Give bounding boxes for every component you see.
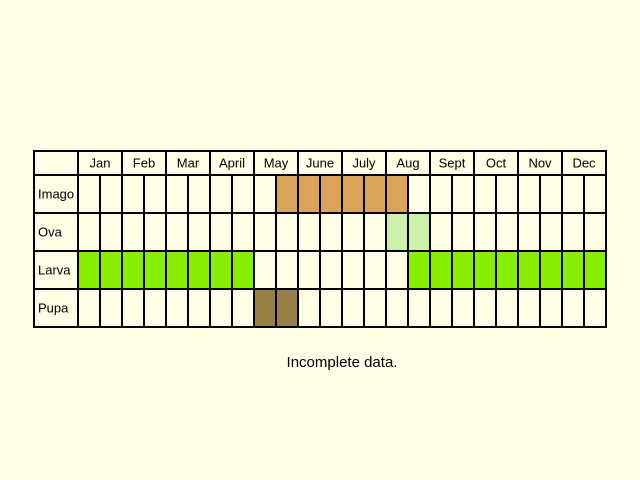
stage-cell-ova (408, 213, 430, 251)
month-label: June (306, 156, 334, 171)
stage-cell-imago (276, 175, 298, 213)
stage-cell-larva (474, 251, 496, 289)
stage-cell-larva (562, 251, 584, 289)
month-label: Sept (439, 156, 466, 171)
stage-cell-larva (100, 251, 122, 289)
stage-label: Larva (38, 263, 71, 278)
month-label: Dec (572, 156, 596, 171)
stage-label: Ova (38, 225, 63, 240)
stage-cell-larva (496, 251, 518, 289)
stage-cell-larva (452, 251, 474, 289)
stage-cell-imago (342, 175, 364, 213)
month-label: Nov (528, 156, 552, 171)
stage-cell-larva (518, 251, 540, 289)
month-label: April (219, 156, 245, 171)
month-label: Jan (90, 156, 111, 171)
stage-cell-imago (298, 175, 320, 213)
incomplete-data-note: Incomplete data. (286, 354, 398, 371)
stage-cell-pupa (254, 289, 276, 327)
month-label: Feb (133, 156, 155, 171)
stage-cell-larva (430, 251, 452, 289)
stage-cell-larva (166, 251, 188, 289)
stage-cell-imago (364, 175, 386, 213)
stage-label: Pupa (38, 301, 69, 316)
stage-cell-larva (408, 251, 430, 289)
stage-cell-larva (584, 251, 606, 289)
stage-cell-ova (386, 213, 408, 251)
stage-cell-larva (210, 251, 232, 289)
stage-cell-imago (320, 175, 342, 213)
month-label: Oct (486, 156, 507, 171)
month-label: July (352, 156, 376, 171)
stage-cell-imago (386, 175, 408, 213)
month-label: May (264, 156, 289, 171)
stage-cell-larva (188, 251, 210, 289)
month-label: Aug (396, 156, 419, 171)
stage-cell-larva (144, 251, 166, 289)
stage-cell-pupa (276, 289, 298, 327)
stage-cell-larva (122, 251, 144, 289)
stage-cell-larva (232, 251, 254, 289)
stage-label: Imago (38, 187, 74, 202)
stage-cell-larva (540, 251, 562, 289)
month-label: Mar (177, 156, 200, 171)
stage-cell-larva (78, 251, 100, 289)
